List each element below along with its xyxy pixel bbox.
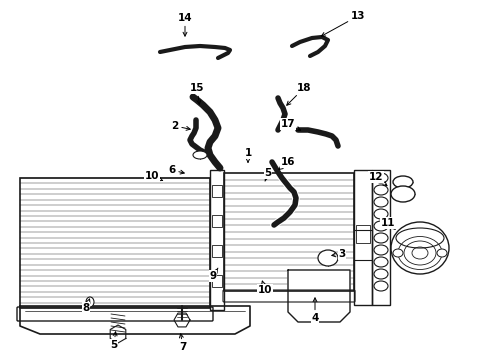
Text: 14: 14 (177, 13, 192, 36)
Bar (20, 178, 209, 308)
Ellipse shape (86, 297, 94, 307)
Ellipse shape (317, 250, 337, 266)
Text: 10: 10 (144, 171, 163, 181)
Bar (212, 185, 222, 197)
Bar (224, 173, 353, 291)
Text: 2: 2 (171, 121, 190, 131)
Text: 10: 10 (257, 281, 272, 295)
Text: 11: 11 (380, 218, 394, 229)
Ellipse shape (395, 228, 443, 248)
Text: 1: 1 (244, 148, 251, 162)
Bar (212, 215, 222, 227)
Ellipse shape (193, 151, 206, 159)
Ellipse shape (390, 222, 448, 274)
Text: 17: 17 (280, 119, 300, 130)
Text: 5: 5 (110, 332, 118, 350)
Bar (371, 170, 389, 305)
Bar (209, 170, 224, 310)
Text: 13: 13 (321, 11, 365, 36)
Text: 6: 6 (168, 165, 184, 175)
Text: 18: 18 (286, 83, 311, 105)
Text: 8: 8 (82, 299, 90, 313)
Polygon shape (287, 270, 349, 322)
Bar (355, 225, 369, 243)
Bar (212, 275, 222, 287)
Ellipse shape (392, 249, 402, 257)
Ellipse shape (390, 186, 414, 202)
Text: 12: 12 (368, 172, 386, 186)
Bar (353, 170, 371, 305)
Ellipse shape (436, 249, 446, 257)
Ellipse shape (392, 176, 412, 188)
Bar (212, 245, 222, 257)
Text: 7: 7 (179, 334, 186, 352)
Text: 9: 9 (209, 268, 218, 281)
Text: 15: 15 (189, 83, 204, 104)
Text: 5: 5 (264, 168, 271, 181)
Text: 16: 16 (278, 157, 295, 170)
Text: 4: 4 (311, 298, 318, 323)
Text: 3: 3 (331, 249, 345, 259)
